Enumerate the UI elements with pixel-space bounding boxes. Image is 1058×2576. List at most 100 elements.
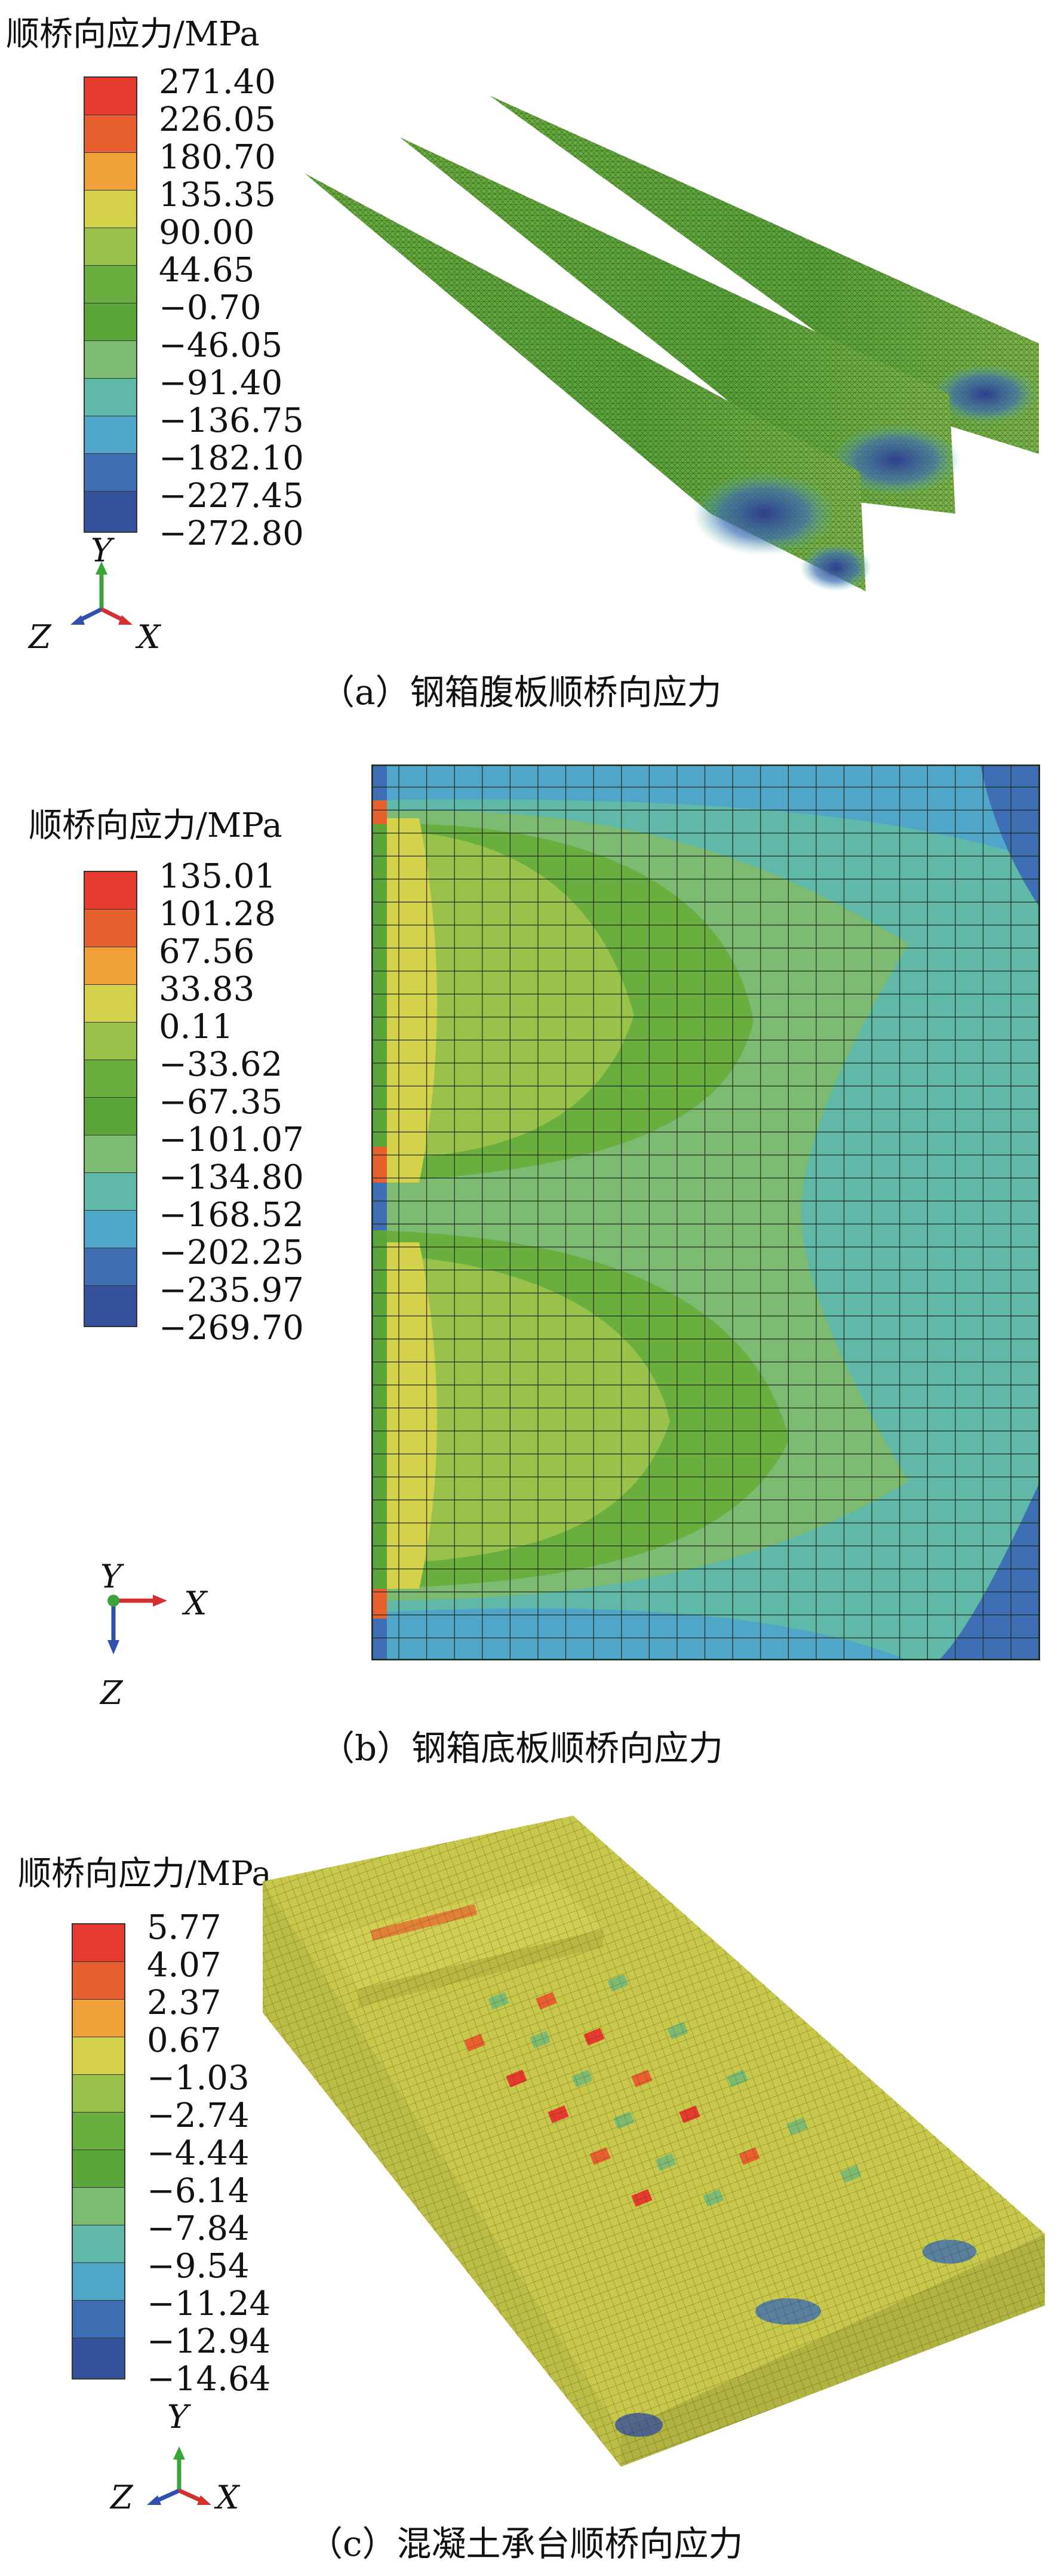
- swatch: [85, 379, 136, 417]
- swatch: [73, 2075, 124, 2113]
- legend-value: −136.75: [159, 401, 304, 440]
- legend-value: −272.80: [159, 514, 304, 553]
- legend-value: 44.65: [159, 251, 255, 290]
- axis-label-y: Y: [91, 532, 112, 569]
- swatch: [85, 1060, 136, 1098]
- caption-c: （c）混凝土承台顺桥向应力: [308, 2523, 743, 2564]
- axis-label-x: X: [137, 618, 161, 656]
- legend-value: −9.54: [147, 2247, 250, 2286]
- legend-value: −2.74: [147, 2096, 250, 2135]
- legend-title-a: 顺桥向应力/MPa: [6, 15, 260, 54]
- legend-value: −12.94: [147, 2322, 271, 2361]
- legend-value: 4.07: [147, 1946, 222, 1985]
- swatch: [85, 78, 136, 116]
- swatch: [85, 947, 136, 985]
- swatch: [85, 1135, 136, 1174]
- swatch: [85, 1248, 136, 1287]
- swatch: [85, 228, 136, 266]
- legend-value: −11.24: [147, 2285, 271, 2323]
- swatch: [73, 2113, 124, 2151]
- axis-label-z: Z: [100, 1674, 123, 1712]
- swatch: [85, 1173, 136, 1211]
- legend-value: −134.80: [159, 1158, 304, 1197]
- swatch: [73, 2225, 124, 2264]
- swatch: [85, 191, 136, 229]
- legend-value: −168.52: [159, 1196, 304, 1235]
- legend-value: 0.11: [159, 1008, 233, 1046]
- axis-triad-b: [107, 1595, 167, 1654]
- colorbar-b: [84, 871, 137, 1327]
- legend-title-c: 顺桥向应力/MPa: [18, 1855, 272, 1893]
- concrete-pile-cap: [263, 1816, 1045, 2467]
- legend-value: 5.77: [147, 1908, 222, 1947]
- swatch: [73, 2000, 124, 2038]
- legend-value: −0.70: [159, 288, 262, 327]
- swatch: [85, 985, 136, 1023]
- legend-value: −67.35: [159, 1083, 283, 1122]
- swatch: [85, 492, 136, 532]
- axis-triad-a: [70, 561, 133, 625]
- legend-title-b: 顺桥向应力/MPa: [29, 806, 282, 845]
- legend-value: 2.37: [147, 1984, 222, 2022]
- colorbar-c: [72, 1923, 125, 2380]
- swatch: [73, 2188, 124, 2226]
- axis-triad-c: [147, 2446, 211, 2505]
- legend-value: 0.67: [147, 2021, 222, 2060]
- swatch: [85, 910, 136, 948]
- swatch: [85, 1286, 136, 1326]
- legend-value: −91.40: [159, 364, 283, 403]
- legend-value: 135.01: [159, 857, 276, 896]
- legend-value: −202.25: [159, 1233, 304, 1272]
- legend-value: −182.10: [159, 439, 304, 478]
- legend-value: 180.70: [159, 138, 276, 177]
- swatch: [73, 2338, 124, 2378]
- legend-value: 135.35: [159, 176, 276, 214]
- swatch: [85, 1023, 136, 1061]
- panel-b: 顺桥向应力/MPa 135.01 101.28 67.56 33.83 0.11…: [0, 735, 1058, 1786]
- swatch: [73, 2037, 124, 2075]
- legend-value: 33.83: [159, 970, 255, 1009]
- swatch: [73, 1924, 124, 1963]
- legend-value: −4.44: [147, 2134, 250, 2173]
- axis-label-y: Y: [167, 2398, 189, 2436]
- legend-value: −46.05: [159, 326, 283, 365]
- legend-value: −1.03: [147, 2059, 250, 2098]
- colorbar-a: [84, 76, 137, 533]
- legend-value: −269.70: [159, 1309, 304, 1347]
- legend-value: 226.05: [159, 100, 276, 139]
- swatch: [73, 2150, 124, 2188]
- legend-value: 90.00: [159, 213, 255, 252]
- swatch: [73, 2263, 124, 2301]
- swatch: [85, 1098, 136, 1136]
- legend-value: −227.45: [159, 477, 304, 515]
- panel-c: 顺桥向应力/MPa 5.77 4.07 2.37 0.67 −1.03 −2.7…: [0, 1786, 1058, 2576]
- swatch: [85, 872, 136, 910]
- legend-value: −101.07: [159, 1120, 304, 1159]
- panel-a: 顺桥向应力/MPa 271.40 226.05 180.70 135.35 90…: [0, 0, 1058, 735]
- axis-label-z: Z: [110, 2479, 133, 2516]
- axis-label-x: X: [216, 2479, 239, 2516]
- swatch: [85, 1211, 136, 1249]
- legend-value: −6.14: [147, 2172, 250, 2210]
- steel-web-plates: [305, 96, 1039, 591]
- swatch: [85, 115, 136, 153]
- legend-value: 101.28: [159, 895, 276, 934]
- legend-value: 67.56: [159, 932, 255, 971]
- legend-value: 271.40: [159, 63, 276, 102]
- swatch: [73, 1962, 124, 2000]
- swatch: [85, 416, 136, 455]
- swatch: [85, 341, 136, 379]
- legend-value: −7.84: [147, 2209, 250, 2248]
- steel-bottom-plate: [371, 764, 1040, 1660]
- legend-value: −14.64: [147, 2360, 271, 2399]
- swatch: [85, 454, 136, 492]
- swatch: [85, 266, 136, 304]
- axis-label-x: X: [184, 1585, 207, 1622]
- axis-label-z: Z: [29, 618, 51, 656]
- swatch: [85, 153, 136, 191]
- caption-a: （a）钢箱腹板顺桥向应力: [320, 672, 722, 713]
- swatch: [85, 303, 136, 342]
- swatch: [73, 2301, 124, 2339]
- legend-value: −33.62: [159, 1045, 283, 1084]
- legend-value: −235.97: [159, 1271, 304, 1310]
